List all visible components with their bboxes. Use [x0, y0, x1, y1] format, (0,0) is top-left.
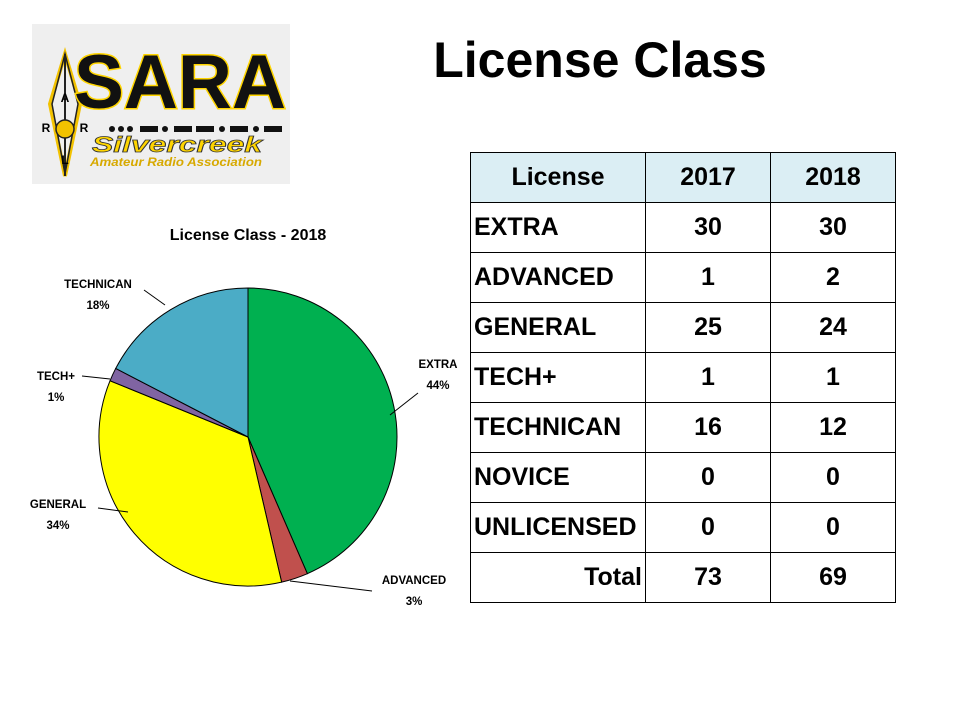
license-name-cell: TECHNICAN	[470, 402, 646, 453]
pie-slice-extra	[247, 287, 398, 575]
table-row: EXTRA 30 30	[470, 202, 896, 253]
slice-label: ADVANCED	[382, 575, 446, 587]
total-2017-cell: 73	[645, 552, 771, 603]
count-2018-cell: 1	[770, 352, 896, 403]
pie-slice-technican	[115, 287, 249, 438]
total-label-cell: Total	[470, 552, 646, 603]
license-name-cell: ADVANCED	[470, 252, 646, 303]
total-row: Total 73 69	[470, 552, 896, 603]
license-name-cell: TECH+	[470, 352, 646, 403]
license-table: License 2017 2018 EXTRA 30 30 ADVANCED 1…	[470, 152, 896, 603]
column-header: License	[470, 152, 646, 203]
count-2017-cell: 16	[645, 402, 771, 453]
logo-tagline: Amateur Radio Association	[89, 155, 262, 169]
count-2018-cell: 12	[770, 402, 896, 453]
count-2017-cell: 25	[645, 302, 771, 353]
slice-percent: 3%	[406, 596, 423, 608]
total-2018-cell: 69	[770, 552, 896, 603]
leader-line	[389, 392, 419, 416]
count-2017-cell: 1	[645, 352, 771, 403]
table-row: TECH+ 1 1	[470, 352, 896, 403]
column-header: 2018	[770, 152, 896, 203]
table-header-row: License 2017 2018	[470, 152, 896, 203]
arrl-letter: R	[42, 121, 51, 135]
slice-label: GENERAL	[30, 499, 86, 511]
arrl-letter: R	[80, 121, 89, 135]
morse-code-icon	[109, 126, 282, 132]
leader-line	[97, 507, 129, 513]
column-header: 2017	[645, 152, 771, 203]
license-name-cell: EXTRA	[470, 202, 646, 253]
slice-percent: 1%	[48, 392, 65, 404]
leader-line	[81, 375, 111, 380]
arrl-letter: A	[61, 91, 70, 105]
arrl-diamond-icon: A R R L	[42, 47, 89, 177]
slice-percent: 44%	[426, 380, 449, 392]
pie-chart: License Class - 2018 EXTRA 44% ADVANCED 3% G…	[30, 227, 458, 608]
logo-wordmark: SARA	[74, 40, 286, 125]
count-2017-cell: 0	[645, 452, 771, 503]
logo-subtitle: Silvercreek	[92, 132, 265, 157]
arrl-letter: L	[61, 153, 68, 167]
count-2018-cell: 0	[770, 502, 896, 553]
slice-percent: 18%	[86, 300, 109, 312]
table-row: NOVICE 0 0	[470, 452, 896, 503]
slice-label: EXTRA	[419, 359, 458, 371]
sara-logo-graphic: A R R L SARA Silvercreek Amateur Radio A…	[42, 39, 288, 177]
sara-logo: A R R L SARA Silvercreek Amateur Radio A…	[32, 24, 290, 184]
license-name-cell: NOVICE	[470, 452, 646, 503]
slice-label: TECHNICAN	[64, 279, 132, 291]
slide-title: License Class	[433, 32, 767, 88]
count-2018-cell: 30	[770, 202, 896, 253]
slice-label: TECH+	[37, 371, 75, 383]
count-2018-cell: 0	[770, 452, 896, 503]
license-name-cell: GENERAL	[470, 302, 646, 353]
table-row: TECHNICAN 16 12	[470, 402, 896, 453]
chart-title: License Class - 2018	[170, 227, 327, 244]
license-name-cell: UNLICENSED	[470, 502, 646, 553]
table-row: UNLICENSED 0 0	[470, 502, 896, 553]
leader-line	[143, 289, 166, 306]
count-2017-cell: 0	[645, 502, 771, 553]
count-2018-cell: 2	[770, 252, 896, 303]
slice-percent: 34%	[46, 520, 69, 532]
pie-slice-general	[98, 380, 283, 587]
table-row: ADVANCED 1 2	[470, 252, 896, 303]
count-2017-cell: 30	[645, 202, 771, 253]
leader-line	[289, 580, 373, 592]
table-row: GENERAL 25 24	[470, 302, 896, 353]
count-2018-cell: 24	[770, 302, 896, 353]
count-2017-cell: 1	[645, 252, 771, 303]
